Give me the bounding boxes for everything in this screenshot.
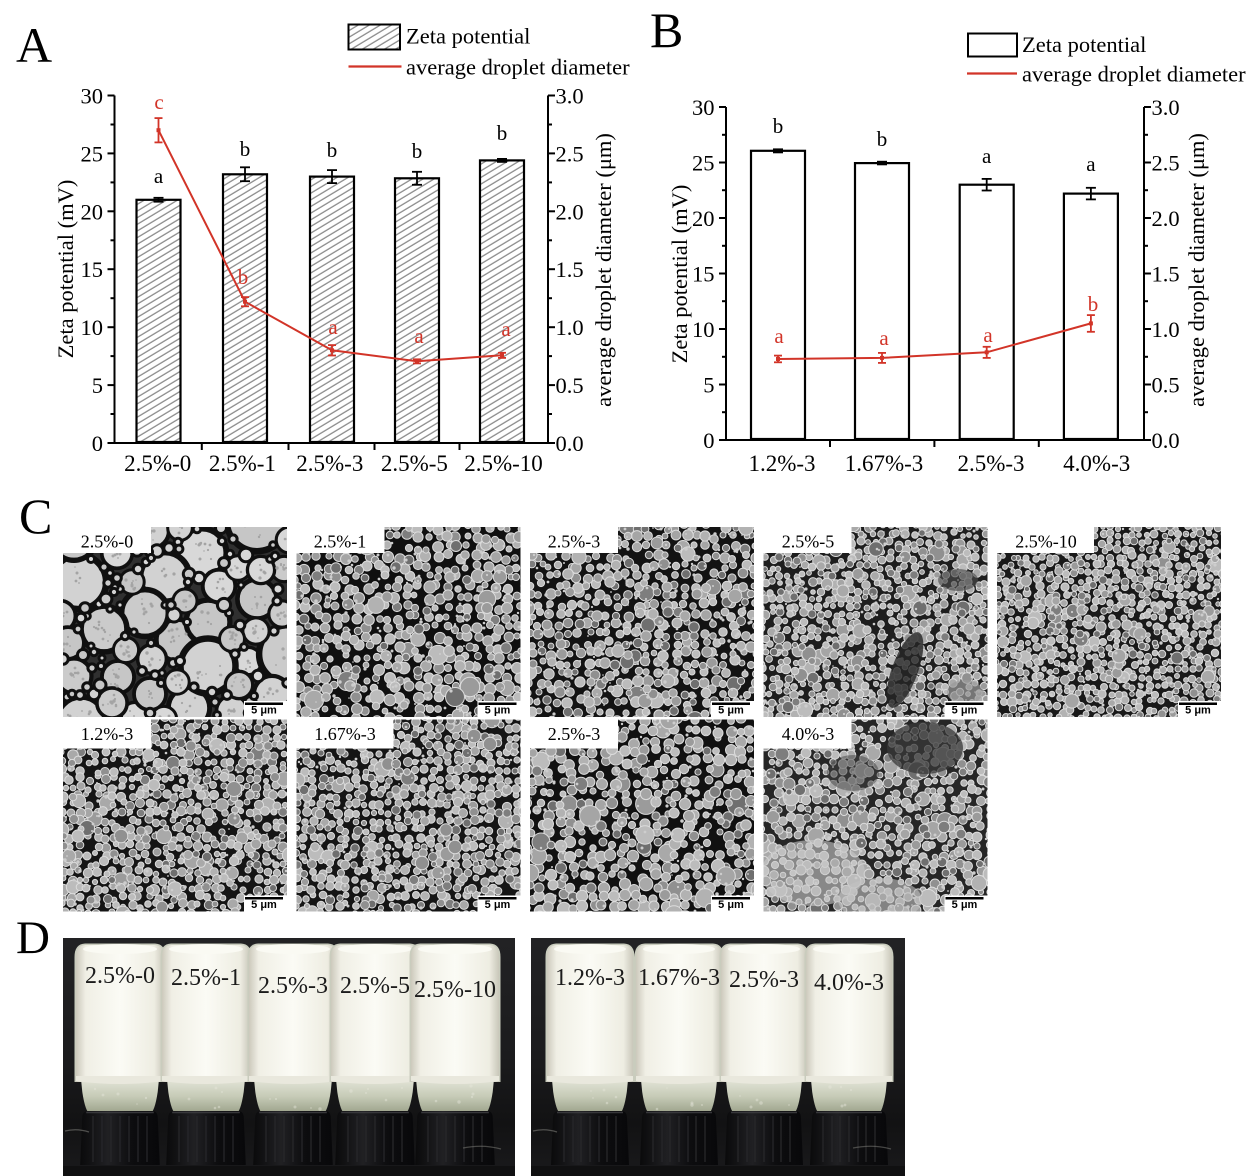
- svg-text:A: A: [16, 17, 52, 73]
- svg-text:2.0: 2.0: [556, 199, 584, 224]
- svg-text:0.5: 0.5: [1152, 373, 1180, 398]
- svg-text:3.0: 3.0: [1152, 95, 1180, 120]
- svg-text:0.0: 0.0: [556, 431, 584, 456]
- svg-text:a: a: [774, 324, 784, 348]
- svg-text:0: 0: [703, 428, 714, 453]
- svg-text:b: b: [240, 137, 251, 161]
- svg-text:1.67%-3: 1.67%-3: [845, 451, 924, 476]
- svg-text:b: b: [1088, 292, 1099, 316]
- svg-text:a: a: [983, 323, 993, 347]
- svg-text:1.2%-3: 1.2%-3: [81, 724, 134, 744]
- svg-text:b: b: [497, 121, 508, 145]
- svg-text:2.5%-5: 2.5%-5: [782, 532, 835, 552]
- svg-text:10: 10: [81, 315, 104, 340]
- svg-text:5 μm: 5 μm: [952, 705, 978, 717]
- svg-text:average droplet diameter: average droplet diameter: [406, 55, 630, 80]
- svg-text:Zeta potential: Zeta potential: [1022, 32, 1146, 57]
- svg-text:b: b: [327, 138, 338, 162]
- svg-text:Zeta potential (mV): Zeta potential (mV): [53, 180, 78, 359]
- svg-text:5 μm: 5 μm: [251, 705, 277, 717]
- svg-text:5: 5: [92, 373, 103, 398]
- svg-text:30: 30: [692, 95, 715, 120]
- svg-text:a: a: [328, 315, 338, 339]
- svg-text:0.0: 0.0: [1152, 428, 1180, 453]
- svg-text:15: 15: [692, 262, 715, 287]
- svg-text:a: a: [501, 317, 511, 341]
- svg-text:0.5: 0.5: [556, 373, 584, 398]
- svg-text:C: C: [19, 488, 52, 544]
- svg-text:Zeta potential: Zeta potential: [406, 24, 530, 49]
- svg-text:a: a: [414, 324, 424, 348]
- svg-text:Zeta potential (mV): Zeta potential (mV): [667, 185, 692, 364]
- svg-text:1.0: 1.0: [556, 315, 584, 340]
- svg-text:1.0: 1.0: [1152, 317, 1180, 342]
- svg-text:5 μm: 5 μm: [485, 705, 511, 717]
- svg-text:2.5%-3: 2.5%-3: [957, 451, 1024, 476]
- svg-text:25: 25: [81, 141, 104, 166]
- svg-text:D: D: [16, 912, 50, 964]
- svg-text:10: 10: [692, 317, 715, 342]
- svg-text:5 μm: 5 μm: [1185, 705, 1211, 717]
- svg-text:2.5: 2.5: [1152, 151, 1180, 176]
- svg-text:5 μm: 5 μm: [251, 899, 277, 911]
- svg-text:2.5%-3: 2.5%-3: [548, 532, 601, 552]
- svg-text:25: 25: [692, 151, 715, 176]
- svg-text:2.5%-1: 2.5%-1: [209, 451, 276, 476]
- svg-text:1.2%-3: 1.2%-3: [748, 451, 815, 476]
- svg-text:2.0: 2.0: [1152, 206, 1180, 231]
- svg-text:30: 30: [81, 84, 104, 109]
- svg-text:average droplet diameter: average droplet diameter: [1022, 62, 1246, 87]
- svg-text:a: a: [154, 164, 164, 188]
- svg-text:2.5%-0: 2.5%-0: [81, 532, 134, 552]
- svg-text:2.5: 2.5: [556, 141, 584, 166]
- svg-text:b: b: [238, 265, 249, 289]
- svg-text:average droplet diameter (μm): average droplet diameter (μm): [1184, 133, 1209, 407]
- svg-text:B: B: [650, 2, 683, 58]
- svg-text:15: 15: [81, 257, 104, 282]
- svg-text:2.5%-3: 2.5%-3: [296, 451, 363, 476]
- svg-text:b: b: [877, 127, 888, 151]
- svg-text:2.5%-0: 2.5%-0: [124, 451, 191, 476]
- svg-text:1.5: 1.5: [556, 257, 584, 282]
- svg-text:3.0: 3.0: [556, 84, 584, 109]
- svg-text:b: b: [412, 139, 423, 163]
- svg-text:0: 0: [92, 431, 103, 456]
- svg-text:2.5%-10: 2.5%-10: [464, 451, 543, 476]
- svg-text:c: c: [154, 90, 163, 114]
- svg-text:5 μm: 5 μm: [718, 705, 744, 717]
- svg-text:5: 5: [703, 373, 714, 398]
- svg-text:a: a: [1086, 152, 1096, 176]
- svg-text:a: a: [982, 144, 992, 168]
- svg-text:average droplet diameter (μm): average droplet diameter (μm): [591, 133, 616, 407]
- svg-text:b: b: [773, 114, 784, 138]
- svg-text:2.5%-1: 2.5%-1: [314, 532, 367, 552]
- svg-text:4.0%-3: 4.0%-3: [1063, 451, 1130, 476]
- svg-text:20: 20: [81, 199, 104, 224]
- svg-text:20: 20: [692, 206, 715, 231]
- svg-text:2.5%-10: 2.5%-10: [1015, 532, 1077, 552]
- svg-text:2.5%-5: 2.5%-5: [381, 451, 448, 476]
- svg-text:1.5: 1.5: [1152, 262, 1180, 287]
- svg-text:a: a: [879, 326, 889, 350]
